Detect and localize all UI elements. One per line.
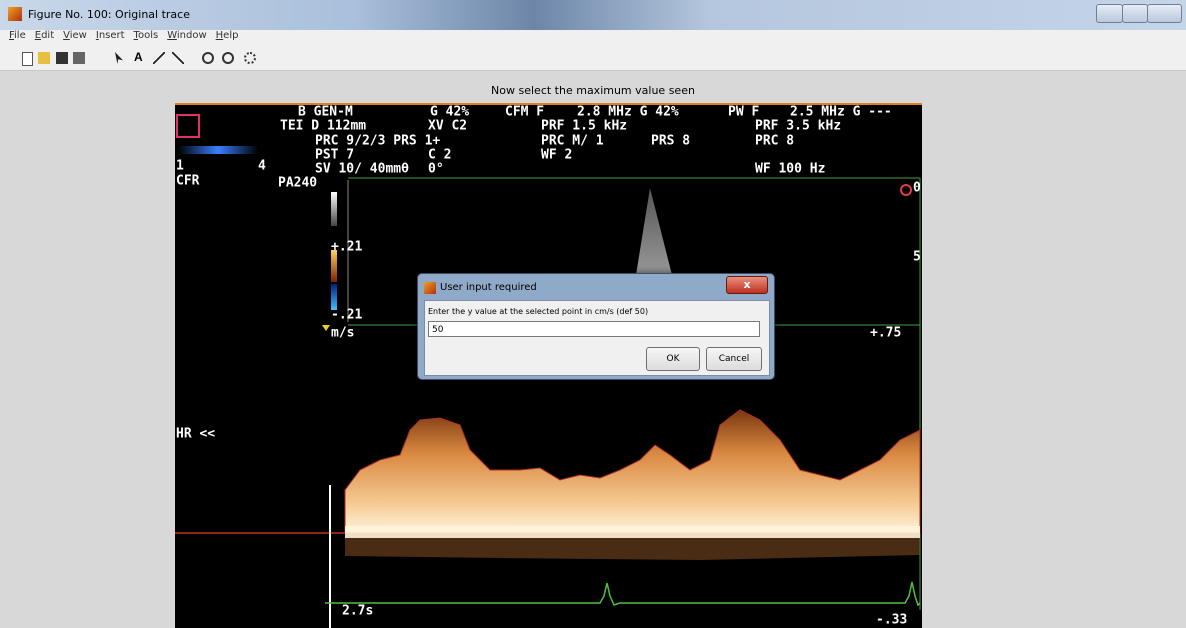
overlay-label: C 2 — [428, 148, 451, 163]
overlay-label: -.33 — [876, 613, 907, 628]
baseline-band — [345, 526, 920, 538]
overlay-label: +.21 — [331, 240, 362, 255]
overlay-label: PRC 8 — [755, 134, 794, 149]
cancel-button[interactable]: Cancel — [706, 347, 762, 371]
gray-bar — [331, 192, 337, 226]
overlay-label: B GEN-M — [298, 105, 353, 120]
overlay-label: PRC M/ 1 — [541, 134, 604, 149]
overlay-label: 0° — [428, 162, 444, 177]
blue-bar — [331, 284, 337, 310]
overlay-label: TEI D 112mm — [280, 119, 366, 134]
overlay-label: HR << — [176, 427, 215, 442]
overlay-label: PRS 8 — [651, 134, 690, 149]
overlay-label: m/s — [331, 326, 354, 341]
orange-bar — [331, 250, 337, 282]
overlay-label: 0 — [913, 181, 921, 196]
overlay-label: PRF 3.5 kHz — [755, 119, 841, 134]
dialog-icon — [424, 282, 436, 294]
dialog-close[interactable]: x — [726, 276, 768, 294]
screen: Figure No. 100: Original trace FileEditV… — [0, 0, 1186, 628]
overlay-label: 4 — [258, 159, 266, 174]
overlay-label: PST 7 — [315, 148, 354, 163]
dialog: User input required x Enter the y value … — [417, 273, 775, 380]
overlay-label: WF 2 — [541, 148, 572, 163]
overlay-label: SV 10/ 40mmθ — [315, 162, 409, 177]
overlay-label: PA240 — [278, 176, 317, 191]
overlay-label: +.75 — [870, 326, 901, 341]
overlay-label: G 42% — [430, 105, 469, 120]
overlay-label: CFR — [176, 174, 200, 189]
overlay-label: PRF 1.5 kHz — [541, 119, 627, 134]
overlay-label: 5 — [913, 250, 921, 265]
ok-button[interactable]: OK — [646, 347, 700, 371]
overlay-label: -.21 — [331, 308, 362, 323]
overlay-label: 2.5 MHz G --- — [790, 105, 892, 120]
overlay-label: CFM F — [505, 105, 544, 120]
dialog-prompt: Enter the y value at the selected point … — [428, 307, 648, 316]
overlay-label: PRC 9/2/3 PRS 1+ — [315, 134, 440, 149]
dialog-title: User input required — [440, 282, 537, 293]
dialog-body: Enter the y value at the selected point … — [424, 300, 770, 376]
color-scale — [178, 146, 258, 154]
overlay-label: 1 — [176, 159, 184, 174]
text-input[interactable]: 50 — [428, 321, 760, 337]
overlay-label: WF 100 Hz — [755, 162, 825, 177]
overlay-label: 2.8 MHz G 42% — [577, 105, 679, 120]
overlay-label: 2.7s — [342, 604, 373, 619]
overlay-label: PW F — [728, 105, 759, 120]
overlay-label: XV C2 — [428, 119, 467, 134]
